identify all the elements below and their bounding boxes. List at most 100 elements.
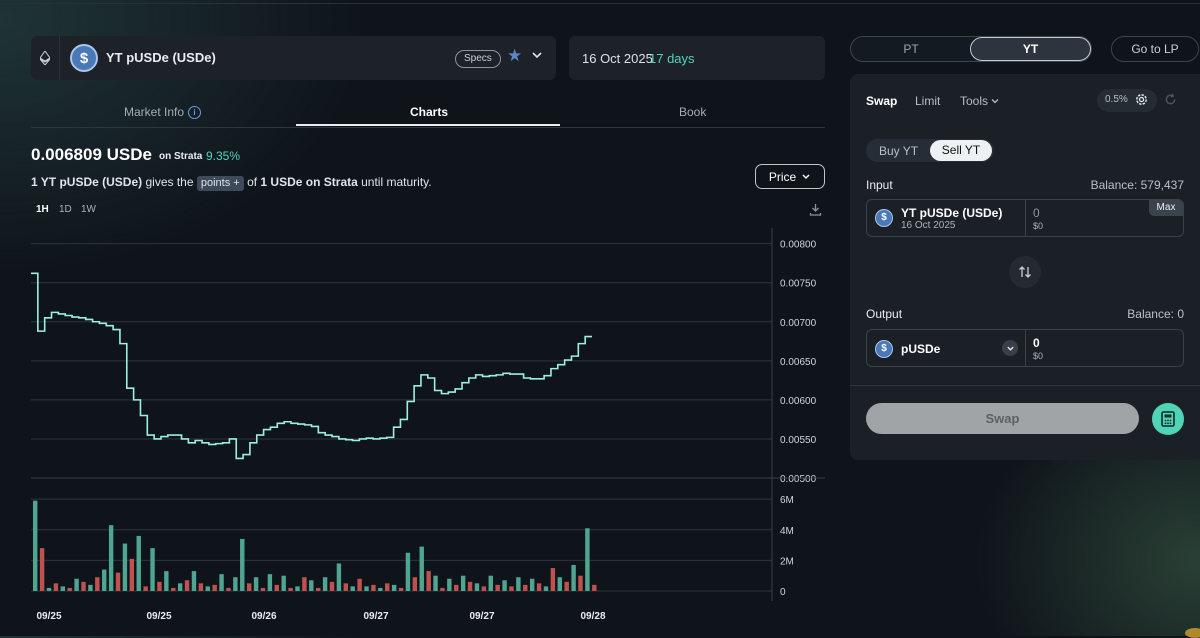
volume-bar [171,587,176,591]
input-token-name: YT pUSDe (USDe) [901,206,1003,220]
volume-bar [267,574,273,591]
price-axis-label: 0.00550 [780,435,817,446]
volume-bar [419,546,424,591]
price-volume-chart[interactable]: 0.00800 0.00750 0.00700 0.00650 0.00600 0.005… [0,0,830,636]
chevron-down-icon [991,99,999,104]
volume-bar [405,552,411,591]
max-button[interactable]: Max [1149,200,1183,216]
volume-bar [39,548,45,591]
points-badge[interactable]: points + [196,176,244,191]
sell-yt-button[interactable]: Sell YT [930,140,992,161]
volume-bar [516,577,521,591]
timeframe-1w[interactable]: 1W [81,204,96,215]
input-usd-value: $0 [1033,221,1044,231]
go-to-lp-button[interactable]: Go to LP [1111,36,1199,62]
volume-bar [246,583,252,591]
active-tab-indicator [296,124,560,126]
tab-limit[interactable]: Limit [915,94,941,108]
volume-bar [122,543,128,591]
volume-bar [33,500,38,591]
output-field[interactable]: $ pUSDe 0 $0 [866,329,1184,367]
market-selector[interactable]: $ YT pUSDe (USDe) Specs ★ [31,36,556,80]
yt-toggle[interactable]: YT [970,37,1091,61]
pt-yt-toggle: PT YT [850,36,1092,62]
volume-bar [150,548,155,591]
volume-bar [53,583,59,591]
volume-bar [474,583,480,591]
tab-market-info[interactable]: Market Info i [124,105,202,119]
price-axis-label: 0.00500 [780,474,817,485]
volume-bar [592,584,597,591]
volume-bar [260,587,266,591]
volume-bar [212,584,217,591]
current-price: 0.006809 USDe [31,145,152,164]
volume-axis-label: 4M [780,526,794,537]
price-type-dropdown[interactable]: Price [755,164,825,189]
swap-direction-icon[interactable] [1009,256,1041,288]
volume-bar [481,586,487,591]
volume-bar [74,578,79,591]
volume-bar [46,587,52,591]
download-icon[interactable] [809,203,822,221]
buy-sell-toggle: Buy YT Sell YT [866,139,994,162]
volume-bar [433,575,438,591]
top-divider [0,3,1200,4]
volume-bar [191,571,197,591]
price-axis-label: 0.00650 [780,357,817,368]
output-token-dropdown[interactable] [1002,340,1018,356]
tab-tools[interactable]: Tools [960,94,999,108]
volume-bar [440,587,445,591]
volume-bar [136,535,141,591]
volume-bar [281,575,286,591]
volume-bar [329,581,335,591]
refresh-icon[interactable] [1164,93,1177,111]
tab-swap[interactable]: Swap [866,94,898,108]
tab-charts[interactable]: Charts [410,105,449,119]
price-line [31,272,592,460]
volume-bar [295,586,300,591]
input-label: Input [866,178,893,192]
volume-bar [391,584,397,591]
price-axis-label: 0.00750 [780,279,817,290]
volume-bar [302,577,307,591]
info-icon: i [188,106,202,119]
panel-divider [850,385,1200,386]
volume-bar [129,558,135,591]
gear-icon[interactable] [1134,92,1149,112]
chevron-down-icon[interactable] [531,48,543,66]
volume-bar [219,574,224,591]
specs-button[interactable]: Specs [455,50,501,68]
favorite-star-icon[interactable]: ★ [507,46,523,65]
volume-bar [385,583,390,591]
volume-bar [184,580,190,591]
volume-bar [322,577,328,591]
volume-axis-label: 0 [780,587,786,598]
input-field[interactable]: $ YT pUSDe (USDe) 16 Oct 2025 0 $0 Max [866,199,1184,237]
volume-bar [426,571,431,591]
volume-bar [371,584,376,591]
volume-bar [357,578,362,591]
volume-bar [288,587,293,591]
x-axis-label: 09/27 [469,611,494,622]
chevron-down-icon [1006,346,1014,351]
swap-button[interactable]: Swap [866,403,1139,434]
calculator-icon[interactable] [1152,403,1184,435]
volume-bar [523,584,528,591]
chevron-down-icon [802,173,810,179]
volume-bar [88,584,93,591]
volume-bar [336,563,342,591]
input-amount[interactable]: 0 [1033,206,1040,220]
timeframe-1d[interactable]: 1D [59,204,72,215]
tab-book[interactable]: Book [679,105,707,119]
volume-bar [81,581,86,591]
timeframe-1h[interactable]: 1H [36,204,49,215]
output-amount: 0 [1033,336,1040,350]
volume-bar [364,586,369,591]
x-axis-label: 09/25 [36,611,61,622]
pt-toggle[interactable]: PT [903,42,919,56]
buy-yt-button[interactable]: Buy YT [879,144,919,158]
volume-bar [164,571,169,591]
output-label: Output [866,307,903,321]
volume-bar [495,584,500,591]
volume-bar [115,572,121,591]
